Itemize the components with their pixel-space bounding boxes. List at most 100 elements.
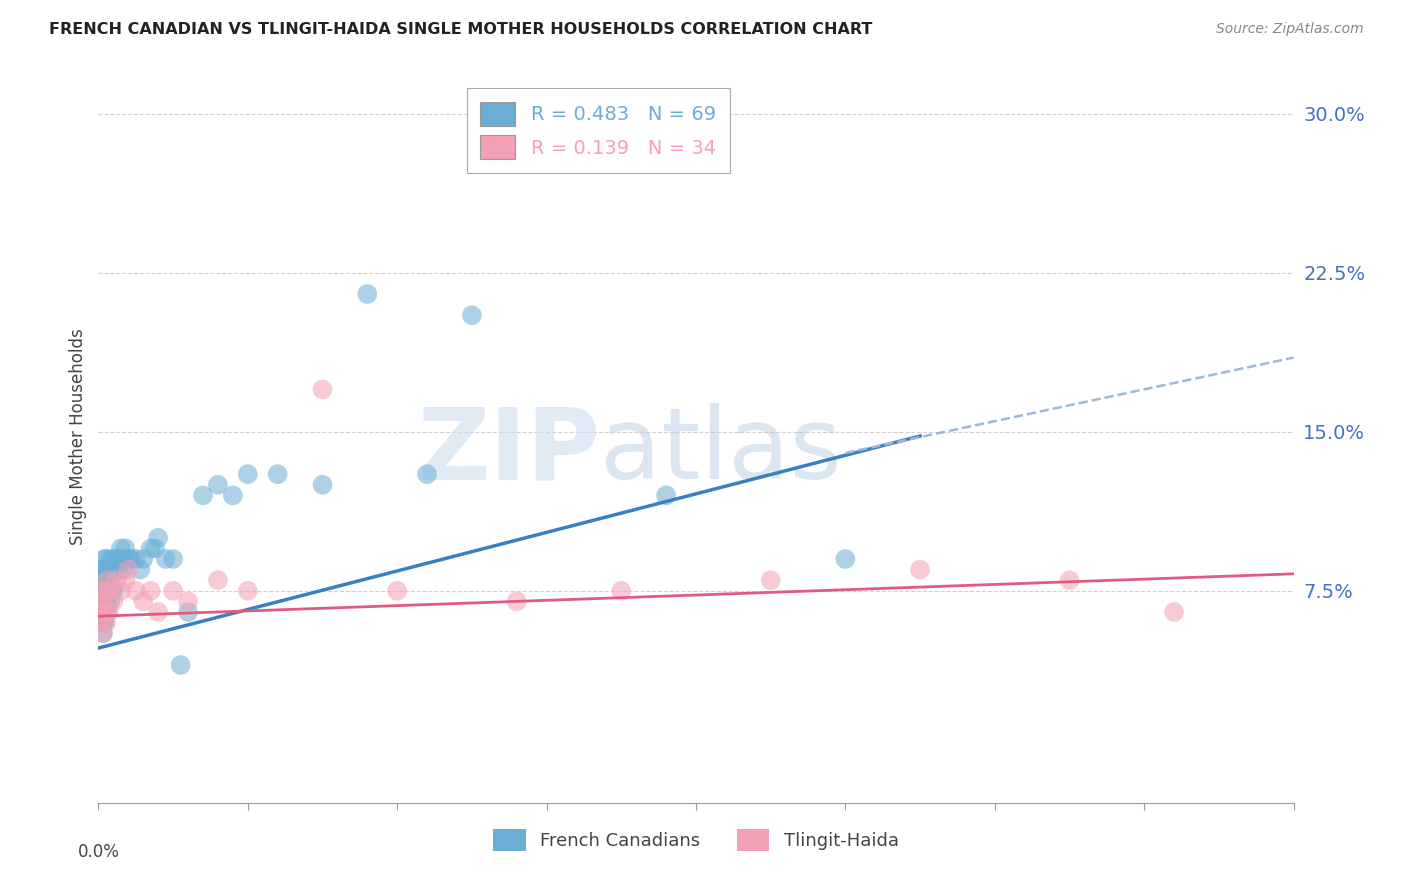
Text: ZIP: ZIP (418, 403, 600, 500)
Point (90, 615, 112, 630)
Point (90, 573, 112, 587)
Point (91, 615, 114, 630)
Point (311, 383, 333, 397)
Text: FRENCH CANADIAN VS TLINGIT-HAIDA SINGLE MOTHER HOUSEHOLDS CORRELATION CHART: FRENCH CANADIAN VS TLINGIT-HAIDA SINGLE … (49, 22, 873, 37)
Point (101, 583, 124, 598)
Point (90, 594, 112, 608)
Point (94, 552, 117, 566)
Point (191, 488, 214, 502)
Point (610, 583, 633, 598)
Point (89, 594, 111, 608)
Point (90, 583, 112, 598)
Point (356, 287, 378, 301)
Point (110, 583, 132, 598)
Point (91, 583, 114, 598)
Point (125, 583, 148, 598)
Point (105, 573, 128, 587)
Point (120, 552, 142, 566)
Point (177, 605, 200, 619)
Point (97, 563, 120, 577)
Point (416, 467, 439, 482)
Point (98, 594, 122, 608)
Point (506, 594, 529, 608)
Point (96, 605, 118, 619)
Point (89, 573, 111, 587)
Point (93, 583, 115, 598)
Point (385, 583, 409, 598)
Point (155, 552, 177, 566)
Point (655, 488, 678, 502)
Point (90, 615, 112, 630)
Point (103, 552, 125, 566)
Point (94, 594, 117, 608)
Point (222, 488, 245, 502)
Point (89, 605, 111, 619)
Point (104, 563, 127, 577)
Point (96, 573, 118, 587)
Point (162, 583, 184, 598)
Point (91, 605, 114, 619)
Point (107, 563, 129, 577)
Point (114, 541, 136, 556)
Point (89, 605, 111, 619)
Point (93, 605, 115, 619)
Point (90, 583, 112, 598)
Point (148, 531, 170, 545)
Point (91, 563, 114, 577)
Point (89, 594, 111, 608)
Point (94, 583, 117, 598)
Point (311, 477, 333, 491)
Point (94, 615, 117, 630)
Point (98, 573, 122, 587)
Point (97, 583, 120, 598)
Text: Source: ZipAtlas.com: Source: ZipAtlas.com (1216, 22, 1364, 37)
Point (177, 594, 200, 608)
Y-axis label: Single Mother Households: Single Mother Households (69, 329, 87, 545)
Point (97, 605, 120, 619)
Point (207, 573, 229, 587)
Point (103, 583, 125, 598)
Point (105, 552, 128, 566)
Text: atlas: atlas (600, 403, 842, 500)
Point (111, 563, 134, 577)
Point (908, 563, 931, 577)
Point (94, 605, 117, 619)
Point (96, 563, 118, 577)
Point (536, 138, 558, 153)
Point (236, 583, 259, 598)
Point (91, 626, 114, 640)
Point (90, 563, 112, 577)
Point (94, 573, 117, 587)
Point (169, 658, 191, 673)
Point (117, 563, 139, 577)
Point (93, 615, 115, 630)
Point (98, 583, 122, 598)
Point (110, 541, 132, 556)
Point (1163, 605, 1185, 619)
Point (108, 552, 131, 566)
Text: 0.0%: 0.0% (77, 843, 120, 861)
Point (91, 594, 114, 608)
Point (461, 308, 484, 322)
Point (759, 573, 782, 587)
Point (834, 552, 856, 566)
Point (91, 573, 114, 587)
Point (112, 552, 135, 566)
Point (93, 552, 115, 566)
Point (114, 573, 136, 587)
Point (90, 605, 112, 619)
Point (139, 583, 162, 598)
Point (207, 477, 229, 491)
Point (117, 552, 139, 566)
Point (132, 552, 155, 566)
Point (101, 563, 124, 577)
Legend: French Canadians, Tlingit-Haida: French Canadians, Tlingit-Haida (485, 820, 907, 860)
Point (93, 605, 115, 619)
Point (96, 594, 118, 608)
Point (1059, 573, 1081, 587)
Point (129, 563, 152, 577)
Point (96, 573, 118, 587)
Point (162, 552, 184, 566)
Point (89, 583, 111, 598)
Point (98, 552, 122, 566)
